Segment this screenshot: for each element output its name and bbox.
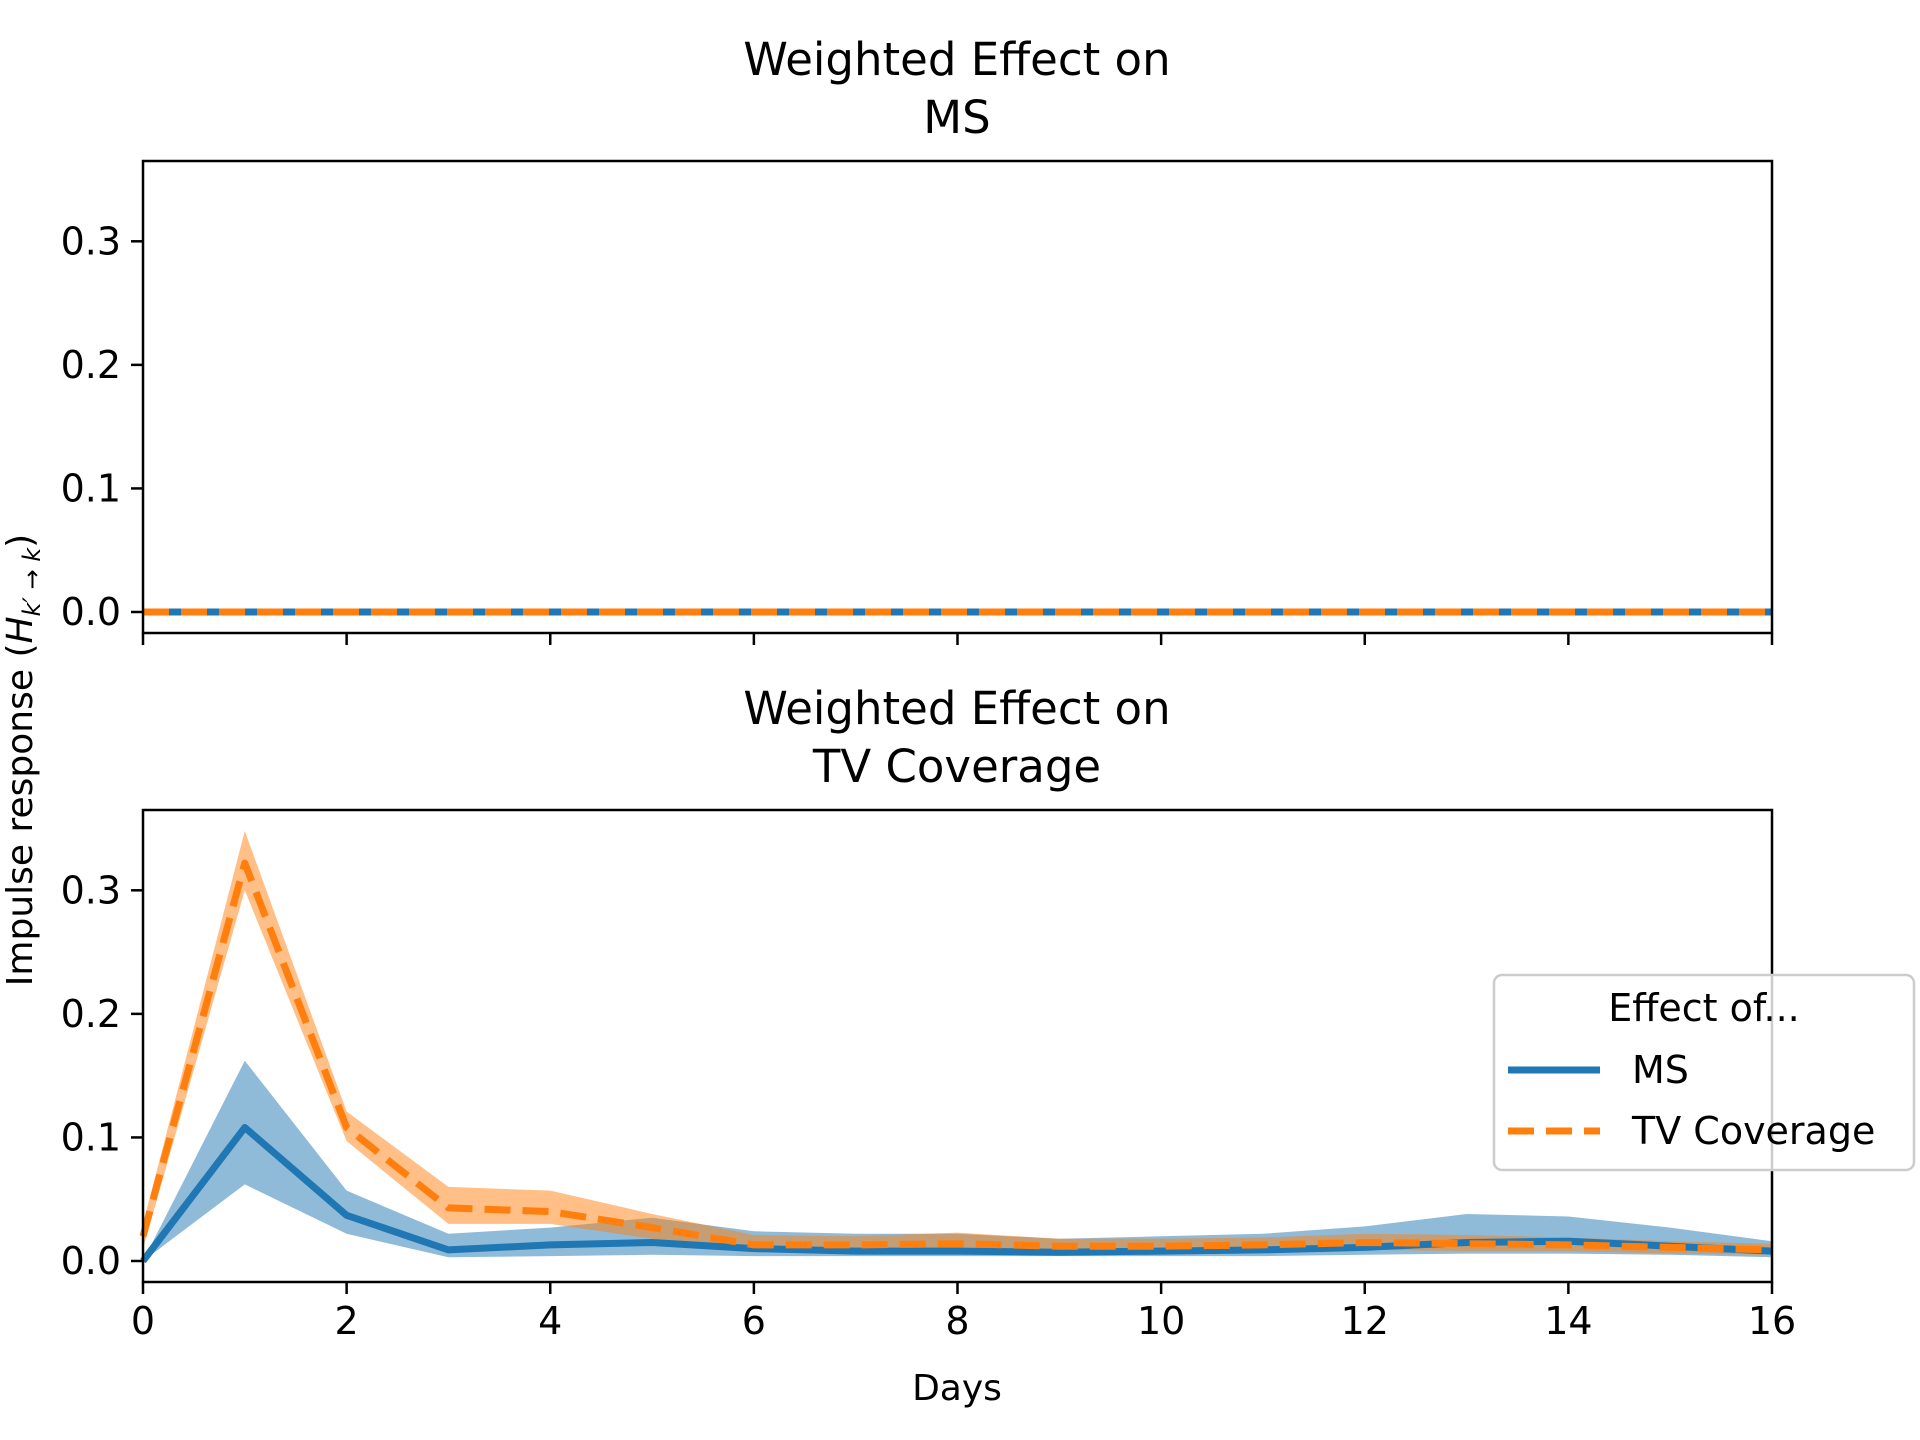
legend: Effect of... MS TV Coverage <box>1492 973 1916 1172</box>
panel-ms-title-line1: Weighted Effect on <box>743 33 1170 86</box>
x-tick-label: 10 <box>1137 1299 1185 1343</box>
y-axis-label: Impulse response (Hk′ → k) <box>0 534 46 986</box>
legend-label-ms: MS <box>1632 1048 1689 1092</box>
x-tick-label: 8 <box>945 1299 969 1343</box>
y-tick-label: 0.2 <box>61 992 121 1036</box>
y-tick-label: 0.1 <box>61 1115 121 1159</box>
panel-tv-plot-area: 0.0 0.1 0.2 0.3 0 2 4 6 8 10 12 14 16 <box>61 808 1796 1343</box>
line-ms <box>140 1124 1773 1264</box>
y-tick-label: 0.2 <box>61 343 121 387</box>
legend-title: Effect of... <box>1608 986 1800 1030</box>
panel-ms: Weighted Effect on MS 0.0 0.1 0.2 0.3 <box>61 33 1774 645</box>
legend-frame <box>1492 973 1916 1172</box>
x-tick-label: 4 <box>538 1299 562 1343</box>
y-tick-label: 0.0 <box>61 1239 121 1283</box>
panel-ms-title-line2: MS <box>923 91 990 144</box>
x-tick-label: 6 <box>742 1299 766 1343</box>
panel-tv-coverage: Weighted Effect on TV Coverage 0.0 0.1 0.2… <box>61 682 1916 1409</box>
x-tick-label: 14 <box>1544 1299 1592 1343</box>
line-tv-coverage <box>139 859 1773 1254</box>
x-tick-label: 2 <box>335 1299 359 1343</box>
x-tick-label: 0 <box>131 1299 155 1343</box>
y-tick-label: 0.3 <box>61 219 121 263</box>
y-tick-label: 0.0 <box>61 590 121 634</box>
legend-label-tv-coverage: TV Coverage <box>1631 1109 1875 1153</box>
y-tick-label: 0.1 <box>61 466 121 510</box>
x-tick-label: 16 <box>1748 1299 1796 1343</box>
y-tick-label: 0.3 <box>61 868 121 912</box>
panel-ms-plot-area: 0.0 0.1 0.2 0.3 <box>61 159 1774 645</box>
panel-tv-title-line2: TV Coverage <box>812 740 1101 793</box>
panel-tv-title-line1: Weighted Effect on <box>743 682 1170 735</box>
x-tick-label: 12 <box>1341 1299 1389 1343</box>
x-axis-label: Days <box>912 1368 1002 1409</box>
